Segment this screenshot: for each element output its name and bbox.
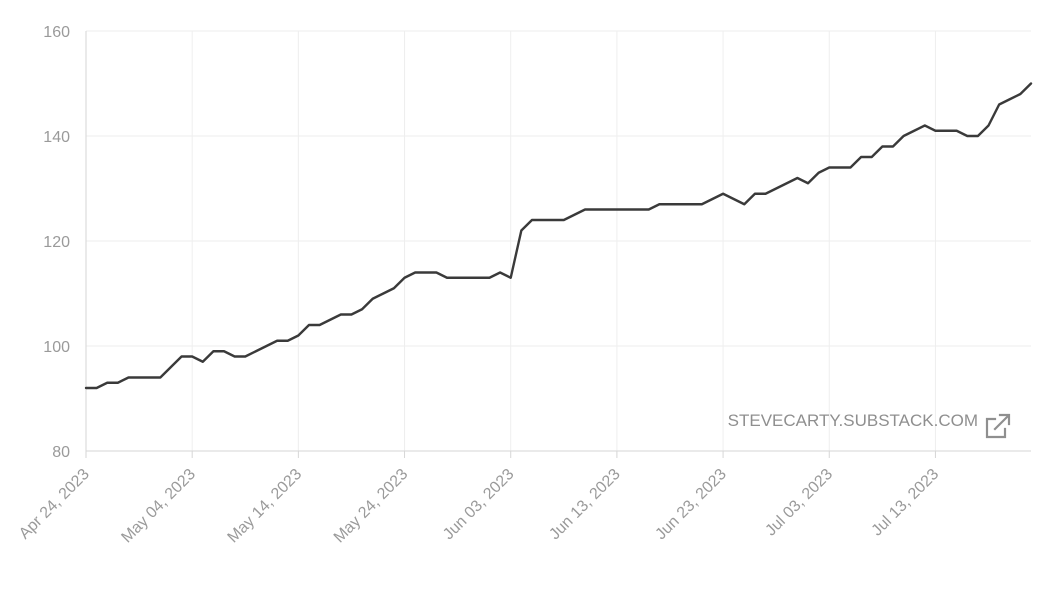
watermark[interactable]: STEVECARTY.SUBSTACK.COM bbox=[728, 411, 1011, 439]
external-link-icon bbox=[985, 413, 1011, 439]
y-tick-label: 140 bbox=[43, 129, 70, 146]
x-tick-label: Jul 03, 2023 bbox=[762, 466, 836, 540]
x-tick-label: May 14, 2023 bbox=[225, 466, 306, 547]
x-tick-label: Apr 24, 2023 bbox=[16, 466, 93, 543]
watermark-text: STEVECARTY.SUBSTACK.COM bbox=[728, 411, 978, 430]
y-tick-label: 160 bbox=[43, 24, 70, 41]
x-tick-label: Jun 13, 2023 bbox=[546, 466, 624, 544]
x-tick-label: Jun 03, 2023 bbox=[440, 466, 518, 544]
y-tick-label: 100 bbox=[43, 339, 70, 356]
x-tick-label: Jul 13, 2023 bbox=[869, 466, 943, 540]
series bbox=[84, 82, 1033, 390]
y-tick-label: 80 bbox=[52, 444, 70, 461]
x-tick-label: May 24, 2023 bbox=[331, 466, 412, 547]
series-line bbox=[84, 82, 1033, 390]
grid bbox=[86, 30, 1031, 451]
x-tick-label: Jun 23, 2023 bbox=[652, 466, 730, 544]
x-tick-label: May 04, 2023 bbox=[118, 466, 199, 547]
axes bbox=[85, 31, 1031, 458]
y-tick-label: 120 bbox=[43, 234, 70, 251]
tick-labels: 80 100 120 140 160 Apr 24, 2023 May 04, 2023 Ma… bbox=[16, 24, 942, 546]
